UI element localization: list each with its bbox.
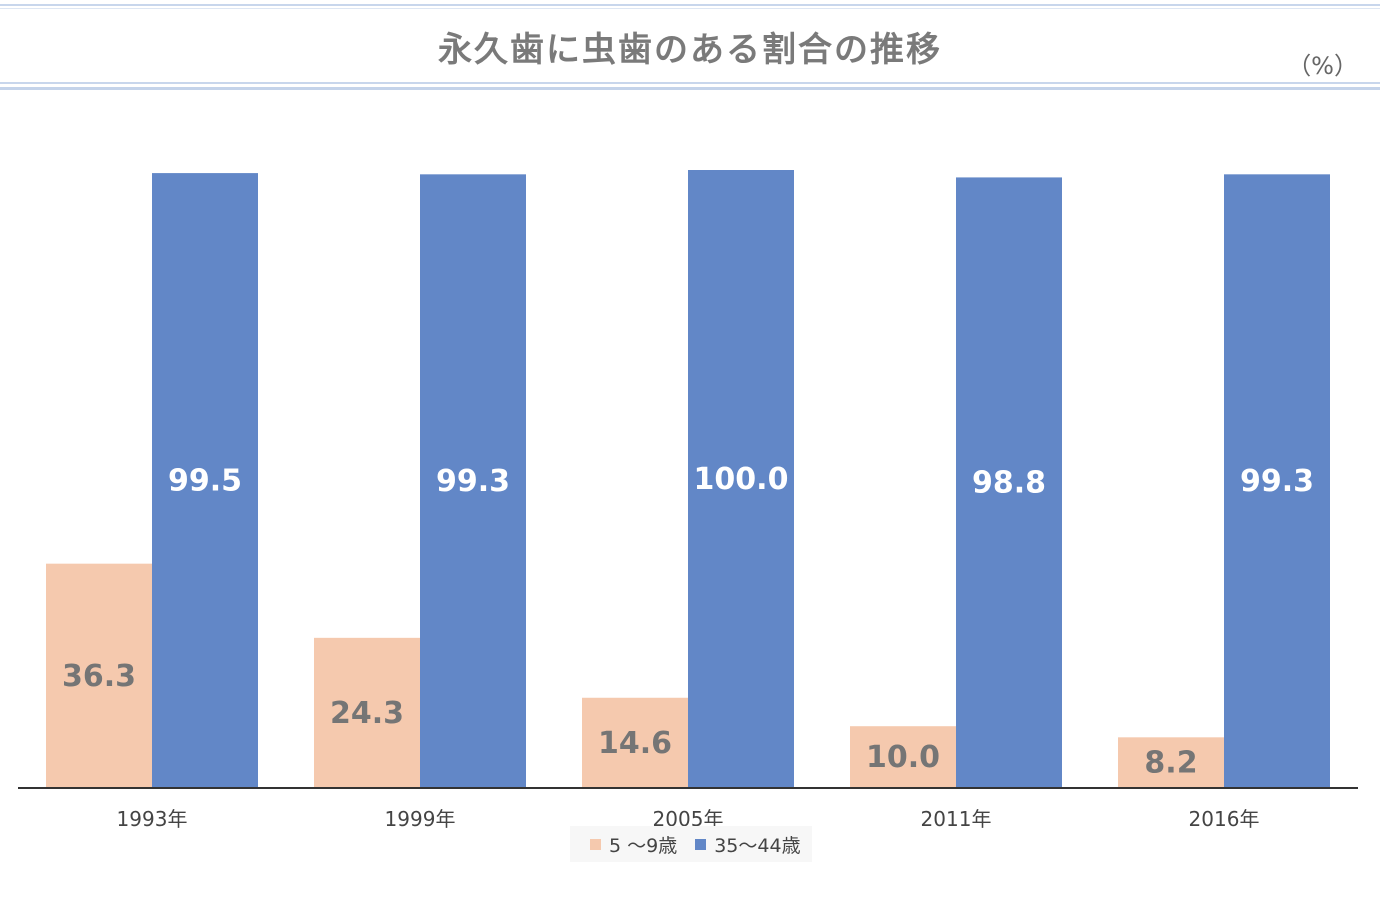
bar-child-1 — [314, 637, 420, 788]
legend-item-child: 5 〜9歳 — [590, 831, 677, 858]
data-label-child-1: 24.3 — [330, 696, 404, 731]
bar-adult-3 — [956, 177, 1062, 788]
data-label-adult-1: 99.3 — [436, 464, 510, 499]
title-rule-bottom-thick — [0, 87, 1380, 90]
chart-title: 永久歯に虫歯のある割合の推移 — [438, 30, 942, 70]
title-bar: 永久歯に虫歯のある割合の推移 （%） — [0, 0, 1380, 90]
title-rule-bottom — [0, 82, 1380, 84]
data-label-child-2: 14.6 — [598, 726, 672, 761]
title-rule-top-thin — [0, 8, 1380, 9]
legend-label-adult: 35〜44歳 — [714, 834, 801, 857]
bar-child-3 — [850, 726, 956, 788]
legend-item-adult: 35〜44歳 — [695, 831, 801, 858]
x-tick-label-0: 1993年 — [117, 807, 188, 831]
bar-adult-1 — [420, 174, 526, 789]
legend-label-child: 5 〜9歳 — [609, 834, 678, 857]
bar-adult-4 — [1224, 174, 1330, 789]
legend-swatch-child — [590, 838, 601, 850]
legend-swatch-adult — [695, 838, 707, 850]
data-label-adult-0: 99.5 — [168, 464, 242, 499]
data-label-adult-3: 98.8 — [972, 466, 1046, 501]
bar-child-0 — [46, 563, 152, 788]
title-rule-top — [0, 4, 1380, 6]
x-tick-label-3: 2011年 — [921, 807, 992, 831]
bar-adult-0 — [152, 173, 258, 789]
x-tick-label-4: 2016年 — [1189, 807, 1260, 831]
data-label-adult-4: 99.3 — [1240, 464, 1314, 499]
x-tick-label-1: 1999年 — [385, 807, 456, 831]
data-label-child-3: 10.0 — [866, 740, 940, 775]
data-label-adult-2: 100.0 — [694, 462, 789, 497]
bar-child-2 — [582, 697, 688, 788]
legend: 5 〜9歳 35〜44歳 — [570, 826, 812, 862]
data-label-child-4: 8.2 — [1144, 746, 1197, 781]
data-label-child-0: 36.3 — [62, 659, 136, 694]
bar-adult-2 — [688, 170, 794, 788]
unit-label: （%） — [1287, 52, 1358, 80]
bar-child-4 — [1118, 737, 1224, 788]
